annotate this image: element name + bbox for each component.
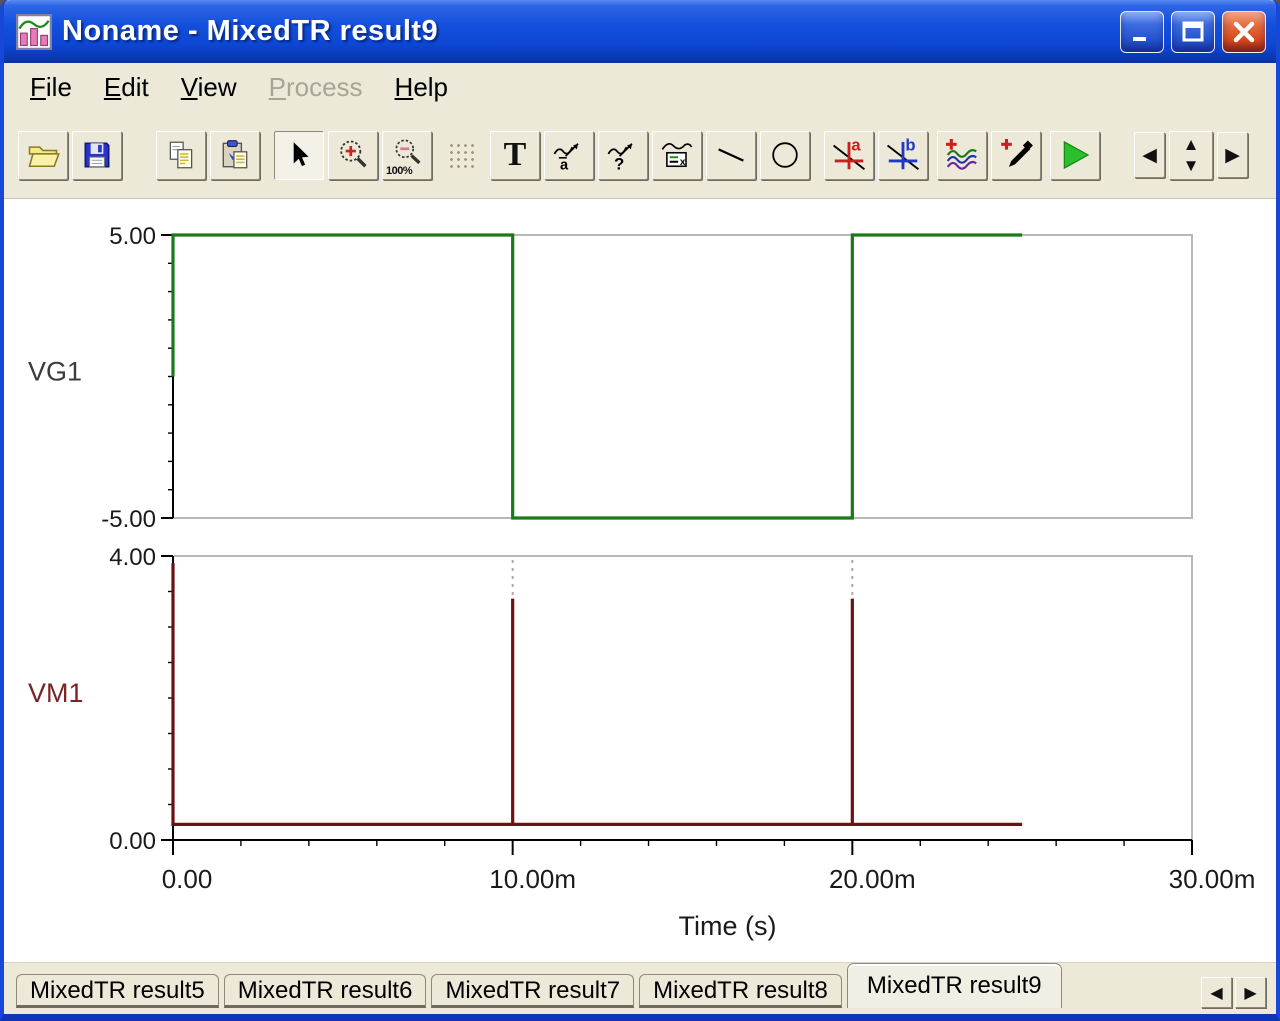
open-button[interactable]	[18, 130, 68, 180]
svg-text:-5.00: -5.00	[101, 506, 156, 533]
right-arrow-icon: ▶	[1244, 984, 1257, 1002]
maximize-button[interactable]	[1171, 10, 1215, 53]
page-next-button[interactable]: ▶	[1217, 132, 1248, 178]
spin-up-icon: ▲	[1182, 135, 1200, 154]
svg-text:x: x	[680, 157, 686, 168]
minimize-button[interactable]	[1120, 10, 1164, 53]
cursor-a-button[interactable]: a	[824, 130, 874, 180]
svg-text:10.00m: 10.00m	[489, 864, 576, 894]
tab-mixedtr-result8[interactable]: MixedTR result8	[639, 974, 842, 1008]
menu-bar: File Edit View Process Help	[4, 63, 1276, 112]
maximize-icon	[1182, 21, 1204, 41]
legend-icon: x	[661, 143, 693, 168]
zoom-100-label: 100%	[386, 164, 413, 177]
right-arrow-icon: ▶	[1225, 144, 1240, 166]
grid-toggle-button	[436, 130, 486, 180]
close-icon	[1233, 21, 1255, 42]
legend-button[interactable]: x	[652, 130, 702, 180]
svg-text:a: a	[560, 158, 569, 173]
svg-text:b: b	[905, 136, 915, 154]
svg-text:30.00m: 30.00m	[1169, 864, 1256, 894]
paste-button[interactable]	[210, 130, 260, 180]
paste-icon	[222, 140, 248, 169]
svg-text:20.00m: 20.00m	[829, 864, 916, 894]
left-arrow-icon: ◀	[1210, 984, 1223, 1002]
svg-text:a: a	[851, 136, 861, 154]
zoom-in-button[interactable]	[328, 130, 378, 180]
play-icon	[1063, 140, 1090, 170]
tab-mixedtr-result6[interactable]: MixedTR result6	[223, 974, 427, 1008]
ellipse-tool-button[interactable]	[760, 130, 810, 180]
menu-file[interactable]: File	[30, 72, 72, 102]
zoom-100-button[interactable]: 100%	[382, 130, 432, 180]
title-bar[interactable]: Noname - MixedTR result9	[4, 0, 1276, 63]
line-icon	[718, 148, 744, 162]
app-icon	[16, 13, 52, 50]
query-curve-button[interactable]: ?	[598, 130, 648, 180]
text-tool-icon: T	[503, 136, 527, 173]
copy-icon	[169, 141, 193, 169]
add-curves-button[interactable]	[937, 130, 987, 180]
menu-view[interactable]: View	[180, 72, 237, 102]
copy-button[interactable]	[156, 130, 206, 180]
result-tab-bar: MixedTR result5 MixedTR result6 MixedTR …	[4, 962, 1276, 1014]
toolbar: 100% T a ?	[4, 112, 1276, 199]
save-floppy-icon	[84, 142, 110, 168]
zoom-100-icon	[395, 139, 421, 165]
auto-label-curve-button[interactable]: a	[544, 130, 594, 180]
svg-text:0.00: 0.00	[162, 864, 213, 894]
spin-down-icon: ▼	[1182, 156, 1200, 175]
svg-text:VG1: VG1	[28, 357, 82, 387]
close-button[interactable]	[1222, 10, 1266, 53]
window-title: Noname - MixedTR result9	[62, 15, 439, 47]
chart-canvas[interactable]: 5.00 -5.00 VG1 4.00 0.00 VM1 0.00 10.00m 20.00m 3…	[4, 199, 1276, 962]
minimize-icon	[1133, 36, 1146, 41]
svg-text:VM1: VM1	[28, 678, 84, 708]
curve-label-icon: a	[553, 143, 579, 173]
text-tool-button[interactable]: T	[490, 130, 540, 180]
tab-scroll-right-button[interactable]: ▶	[1235, 977, 1266, 1008]
grid-icon	[446, 140, 476, 170]
svg-text:Time (s): Time (s)	[679, 911, 777, 941]
cursor-b-button[interactable]: b	[878, 130, 928, 180]
add-point-button[interactable]	[991, 130, 1041, 180]
left-arrow-icon: ◀	[1142, 144, 1157, 166]
tab-scroll-buttons: ◀ ▶	[1201, 977, 1266, 1008]
ellipse-icon	[772, 142, 798, 168]
svg-text:?: ?	[614, 155, 624, 173]
page-spinner[interactable]: ▲ ▼	[1169, 130, 1213, 180]
tab-mixedtr-result9[interactable]: MixedTR result9	[846, 963, 1062, 1008]
eyedropper-icon	[1001, 138, 1033, 167]
select-cursor-button[interactable]	[274, 130, 324, 180]
run-button[interactable]	[1050, 130, 1100, 180]
waveform-chart[interactable]: 5.00 -5.00 VG1 4.00 0.00 VM1 0.00 10.00m 20.00m 3…	[4, 199, 1276, 962]
cursor-b-icon: b	[886, 136, 920, 171]
menu-process: Process	[268, 72, 363, 102]
tab-scroll-left-button[interactable]: ◀	[1201, 977, 1232, 1008]
add-curves-icon	[945, 138, 977, 170]
menu-help[interactable]: Help	[394, 72, 449, 102]
curve-query-icon: ?	[607, 143, 633, 173]
tab-mixedtr-result5[interactable]: MixedTR result5	[16, 974, 219, 1008]
svg-text:0.00: 0.00	[109, 828, 156, 855]
tab-mixedtr-result7[interactable]: MixedTR result7	[431, 974, 635, 1008]
svg-text:5.00: 5.00	[109, 223, 156, 250]
page-prev-button[interactable]: ◀	[1134, 132, 1165, 178]
pointer-icon	[293, 142, 309, 167]
menu-edit[interactable]: Edit	[103, 72, 149, 102]
cursor-a-icon: a	[832, 136, 866, 171]
svg-text:4.00: 4.00	[109, 544, 156, 571]
save-button[interactable]	[72, 130, 122, 180]
line-tool-button[interactable]	[706, 130, 756, 180]
zoom-in-icon	[340, 140, 367, 168]
open-folder-icon	[28, 146, 60, 168]
